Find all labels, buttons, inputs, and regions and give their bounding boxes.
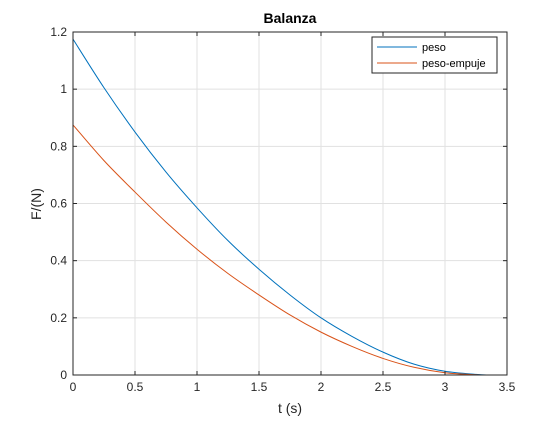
- x-tick-label: 0: [70, 380, 77, 394]
- y-tick-label: 0.2: [50, 311, 67, 325]
- series-line-peso-empuje: [72, 124, 489, 376]
- y-tick-label: 1: [60, 82, 67, 96]
- y-tick-label: 0.4: [50, 254, 67, 268]
- y-tick-label: 0.6: [50, 197, 67, 211]
- legend-box: [371, 36, 498, 74]
- y-tick-label: 1.2: [50, 25, 67, 39]
- x-axis-label: t (s): [278, 400, 302, 416]
- legend-label: peso: [422, 42, 446, 54]
- y-tick-label: 0.8: [50, 139, 67, 153]
- x-tick-label: 0.5: [127, 380, 144, 394]
- tick-labels: 0 0.5 1 1.5 2 2.5 3 3.5 0 0.2 0.4 0.6 0.8 1 1.2: [50, 25, 515, 394]
- series-line-peso: [72, 38, 489, 376]
- chart-title: Balanza: [264, 10, 317, 26]
- ticks: [72, 31, 508, 376]
- series-layer: [72, 38, 489, 376]
- y-axis-label: F/(N): [28, 188, 44, 220]
- legend: peso peso-empuje: [371, 36, 498, 74]
- x-tick-label: 2: [318, 380, 325, 394]
- x-tick-label: 3: [442, 380, 449, 394]
- x-tick-label: 2.5: [375, 380, 392, 394]
- x-tick-label: 3.5: [499, 380, 516, 394]
- y-tick-label: 0: [60, 368, 67, 382]
- x-tick-label: 1: [194, 380, 201, 394]
- x-tick-label: 1.5: [251, 380, 268, 394]
- legend-label: peso-empuje: [422, 58, 486, 70]
